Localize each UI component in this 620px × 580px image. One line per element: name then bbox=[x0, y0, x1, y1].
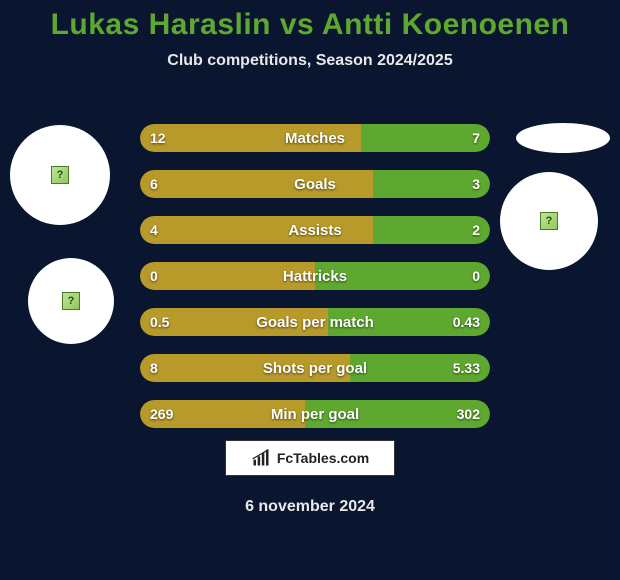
stat-row: 42Assists bbox=[140, 216, 490, 244]
player1-avatar-large bbox=[10, 125, 110, 225]
image-placeholder-icon bbox=[62, 292, 80, 310]
stat-label: Goals bbox=[140, 170, 490, 198]
stat-row: 269302Min per goal bbox=[140, 400, 490, 428]
stat-row: 63Goals bbox=[140, 170, 490, 198]
player2-avatar-ellipse bbox=[516, 123, 610, 153]
stat-row: 00Hattricks bbox=[140, 262, 490, 290]
stat-label: Hattricks bbox=[140, 262, 490, 290]
page-title: Lukas Haraslin vs Antti Koenoenen bbox=[0, 0, 620, 42]
image-placeholder-icon bbox=[540, 212, 558, 230]
player1-avatar-small bbox=[28, 258, 114, 344]
subtitle: Club competitions, Season 2024/2025 bbox=[0, 52, 620, 70]
image-placeholder-icon bbox=[51, 166, 69, 184]
stat-row: 0.50.43Goals per match bbox=[140, 308, 490, 336]
stat-label: Assists bbox=[140, 216, 490, 244]
date-text: 6 november 2024 bbox=[0, 498, 620, 516]
stat-row: 85.33Shots per goal bbox=[140, 354, 490, 382]
stat-label: Goals per match bbox=[140, 308, 490, 336]
stat-label: Min per goal bbox=[140, 400, 490, 428]
stat-label: Matches bbox=[140, 124, 490, 152]
stats-chart: 127Matches 63Goals 42Assists 00Hattricks 0.5… bbox=[140, 124, 490, 446]
stat-row: 127Matches bbox=[140, 124, 490, 152]
stat-label: Shots per goal bbox=[140, 354, 490, 382]
player2-avatar-large bbox=[500, 172, 598, 270]
chart-icon bbox=[251, 448, 271, 468]
branding-text: FcTables.com bbox=[277, 450, 369, 466]
branding-badge: FcTables.com bbox=[225, 440, 395, 476]
